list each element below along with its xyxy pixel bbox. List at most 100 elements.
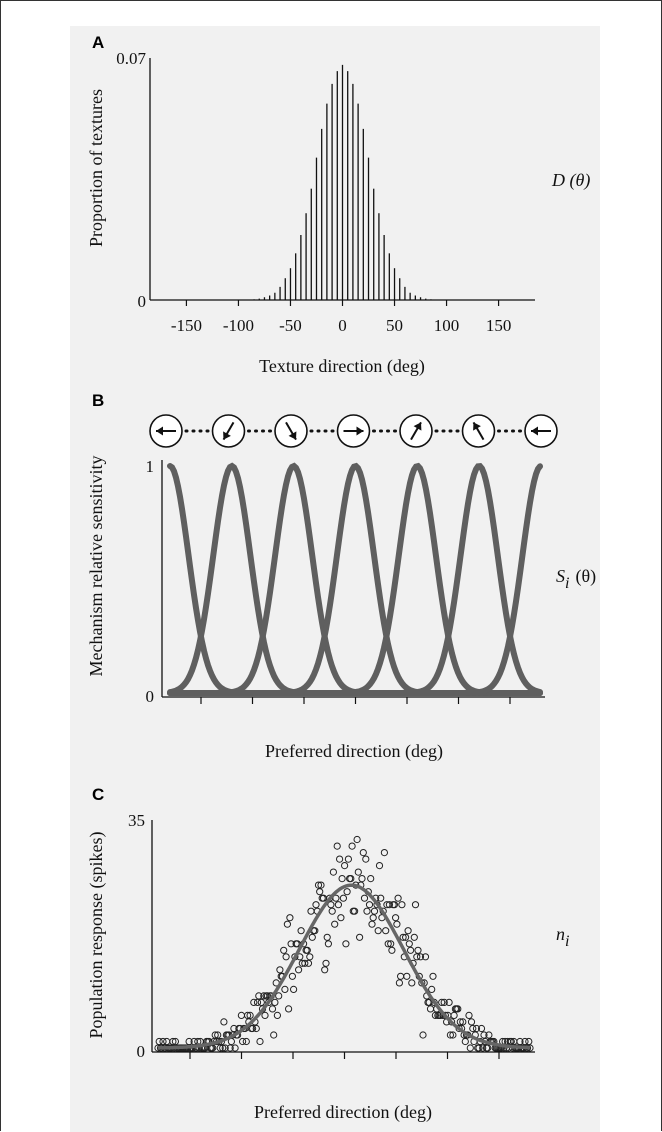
data-point [214, 1031, 222, 1039]
data-point [250, 998, 258, 1007]
data-point [306, 953, 314, 961]
panel-a-x-label: Texture direction (deg) [259, 356, 425, 377]
data-point [387, 940, 395, 948]
data-point [485, 1031, 493, 1039]
data-point [341, 862, 349, 870]
panel-a-ytick-zero: 0 [138, 292, 147, 311]
data-point [414, 946, 422, 954]
data-point [171, 1037, 179, 1046]
data-point [163, 1037, 171, 1046]
data-point [276, 966, 284, 974]
data-point [311, 927, 319, 935]
data-point [431, 1011, 439, 1020]
x-tick-label: 150 [486, 316, 512, 335]
data-point [416, 953, 425, 961]
data-point [282, 953, 290, 961]
data-point [297, 927, 305, 935]
data-point [280, 946, 288, 954]
data-point [385, 901, 393, 909]
x-tick-label: 0 [338, 316, 347, 335]
data-point [456, 1018, 464, 1026]
data-point [465, 1011, 473, 1020]
data-point [484, 1044, 492, 1052]
panel-a-letter: A [92, 33, 104, 52]
data-point [466, 1044, 474, 1052]
data-point [337, 914, 345, 922]
data-point [270, 1031, 278, 1039]
data-point [301, 959, 309, 967]
data-point [303, 946, 311, 954]
data-point [220, 1018, 228, 1026]
panel-a-x-ticks: -150 -100 -50 0 50 100 150 [171, 300, 511, 335]
panel-b-letter: B [92, 391, 104, 410]
left-arrow-icon [149, 414, 183, 448]
panel-b-direction-icons [149, 414, 558, 448]
data-point [219, 1044, 227, 1052]
data-point [322, 959, 330, 967]
panel-a-ytick-top: 0.07 [116, 49, 146, 68]
data-point [275, 992, 283, 1000]
tuning-curve [167, 463, 543, 696]
data-point [413, 953, 421, 961]
data-point [216, 1044, 224, 1052]
data-point [239, 1037, 247, 1046]
data-point [342, 940, 350, 948]
data-point [244, 1011, 252, 1020]
data-point [360, 894, 369, 902]
data-point [333, 842, 341, 850]
data-point [295, 966, 303, 974]
data-point [237, 1011, 245, 1020]
data-point [253, 998, 262, 1007]
data-point [257, 998, 265, 1007]
panel-c-x-ticks [189, 1052, 500, 1059]
up-left-arrow-icon [461, 414, 496, 448]
data-point [334, 901, 342, 909]
x-tick-label: -150 [171, 316, 202, 335]
data-point [467, 1018, 476, 1026]
panel-c-side-main: n [556, 924, 565, 944]
panel-c-ytick-top: 35 [128, 811, 145, 830]
panel-b-side-arg: (θ) [575, 566, 596, 587]
panel-b-ytick-zero: 0 [146, 687, 155, 706]
data-point [393, 920, 401, 928]
panel-c-side-label: ni [556, 924, 569, 950]
tuning-curve [167, 462, 543, 696]
data-point [384, 940, 392, 948]
tuning-curve [167, 463, 543, 696]
panel-c-x-label: Preferred direction (deg) [254, 1102, 432, 1123]
panel-c: C 35 0 Preferred direction (deg) Populat… [86, 785, 569, 1123]
data-point [246, 1011, 254, 1020]
data-point [477, 1024, 486, 1033]
panel-c-points [154, 835, 534, 1052]
data-point [331, 920, 339, 928]
data-point [369, 914, 377, 922]
data-point [242, 1037, 250, 1046]
data-point [249, 1024, 257, 1033]
data-point [268, 1005, 277, 1013]
data-point [521, 1037, 529, 1046]
data-point [405, 940, 413, 948]
data-point [327, 901, 335, 909]
data-point [332, 894, 340, 902]
data-point [221, 1044, 229, 1052]
data-point [392, 914, 400, 922]
panel-c-letter: C [92, 785, 104, 804]
data-point [408, 979, 416, 987]
up-right-arrow-icon [399, 414, 433, 448]
data-point [363, 907, 371, 915]
x-tick-label: -100 [223, 316, 254, 335]
data-point [472, 1024, 481, 1033]
data-point [307, 907, 315, 915]
panel-c-ytick-zero: 0 [137, 1042, 146, 1061]
panel-c-fit-curve [158, 883, 530, 1050]
data-point [367, 875, 375, 883]
data-point [231, 1044, 239, 1052]
data-point [336, 855, 344, 863]
data-point [394, 894, 402, 902]
data-point [448, 1018, 456, 1026]
panel-c-y-label: Population response (spikes) [86, 832, 107, 1039]
data-point [169, 1037, 177, 1046]
data-point [285, 1005, 293, 1013]
data-point [404, 927, 412, 935]
data-point [380, 849, 388, 857]
